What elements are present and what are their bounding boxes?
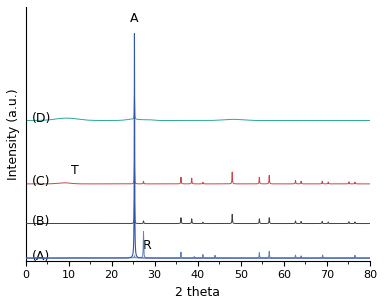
Text: (B): (B) bbox=[32, 215, 50, 228]
Y-axis label: Intensity (a.u.): Intensity (a.u.) bbox=[7, 88, 20, 180]
Text: T: T bbox=[71, 165, 79, 177]
Text: (C): (C) bbox=[32, 175, 50, 188]
X-axis label: 2 theta: 2 theta bbox=[175, 286, 220, 299]
Text: A: A bbox=[130, 13, 139, 25]
Text: (D): (D) bbox=[32, 112, 51, 125]
Text: (A): (A) bbox=[32, 249, 50, 263]
Text: R: R bbox=[142, 238, 151, 252]
